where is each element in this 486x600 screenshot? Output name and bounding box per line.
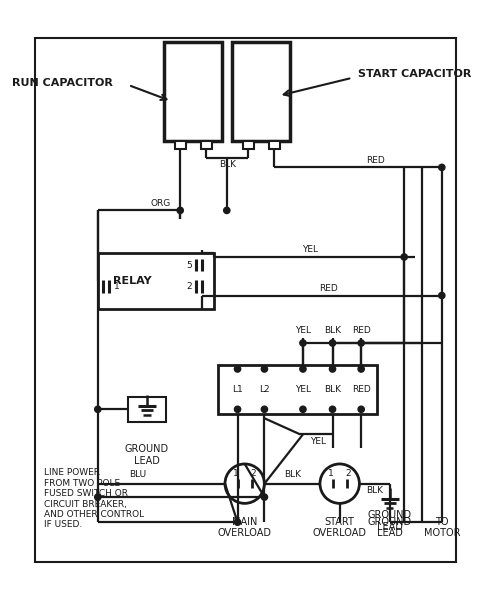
Circle shape: [358, 340, 364, 346]
Bar: [175, 140, 186, 149]
Bar: [98, 253, 214, 309]
Text: RED: RED: [352, 326, 370, 335]
Text: BLK: BLK: [284, 470, 301, 479]
Bar: [164, 42, 222, 140]
Text: BLK: BLK: [324, 385, 341, 394]
Bar: [269, 140, 279, 149]
Text: BLK: BLK: [219, 160, 236, 169]
Text: START CAPACITOR: START CAPACITOR: [358, 69, 471, 79]
Circle shape: [261, 366, 268, 372]
Text: L2: L2: [259, 385, 270, 394]
Circle shape: [300, 406, 306, 412]
Circle shape: [234, 366, 241, 372]
Circle shape: [177, 207, 183, 214]
Text: 1: 1: [114, 282, 120, 291]
Text: GROUND
LEAD: GROUND LEAD: [368, 517, 412, 538]
Circle shape: [358, 406, 364, 412]
Circle shape: [330, 366, 336, 372]
Bar: [218, 365, 377, 414]
Text: START
OVERLOAD: START OVERLOAD: [312, 517, 366, 538]
Text: TO
MOTOR: TO MOTOR: [424, 517, 460, 538]
Text: 1: 1: [328, 469, 333, 478]
Bar: [243, 140, 254, 149]
Circle shape: [224, 207, 230, 214]
Text: BLK: BLK: [366, 487, 383, 496]
Text: BLU: BLU: [129, 470, 146, 479]
Text: YEL: YEL: [310, 437, 326, 446]
Text: RED: RED: [352, 385, 370, 394]
Circle shape: [261, 406, 268, 412]
Circle shape: [261, 494, 268, 500]
Text: MAIN
OVERLOAD: MAIN OVERLOAD: [218, 517, 272, 538]
Text: YEL: YEL: [295, 326, 311, 335]
Circle shape: [95, 406, 101, 412]
Text: 1: 1: [233, 469, 239, 478]
Circle shape: [330, 340, 336, 346]
Circle shape: [300, 340, 306, 346]
Text: BLK: BLK: [324, 326, 341, 335]
Circle shape: [401, 254, 407, 260]
Circle shape: [300, 366, 306, 372]
Text: GROUND
LEAD: GROUND LEAD: [125, 444, 169, 466]
Text: YEL: YEL: [295, 385, 311, 394]
Circle shape: [95, 494, 101, 500]
Text: ORG: ORG: [150, 199, 171, 208]
Text: 2: 2: [346, 469, 351, 478]
Circle shape: [234, 406, 241, 412]
Bar: [128, 397, 166, 422]
Circle shape: [234, 519, 241, 526]
Text: RED: RED: [319, 284, 337, 293]
Circle shape: [330, 406, 336, 412]
Text: 2: 2: [186, 282, 192, 291]
Bar: [232, 42, 291, 140]
Text: YEL: YEL: [302, 245, 318, 254]
Text: 5: 5: [186, 260, 192, 269]
Text: 2: 2: [251, 469, 257, 478]
Text: L1: L1: [232, 385, 243, 394]
Circle shape: [439, 292, 445, 299]
Circle shape: [358, 366, 364, 372]
Circle shape: [439, 164, 445, 170]
Text: RUN CAPACITOR: RUN CAPACITOR: [12, 78, 113, 88]
Text: RELAY: RELAY: [113, 276, 151, 286]
Text: GROUND
LEAD: GROUND LEAD: [368, 511, 412, 532]
Text: RED: RED: [366, 156, 385, 165]
Text: LINE POWER
FROM TWO POLE
FUSED SWITCH OR
CIRCUIT BREAKER,
AND OTHER CONTROL
IF U: LINE POWER FROM TWO POLE FUSED SWITCH OR…: [44, 469, 144, 529]
Bar: [201, 140, 211, 149]
